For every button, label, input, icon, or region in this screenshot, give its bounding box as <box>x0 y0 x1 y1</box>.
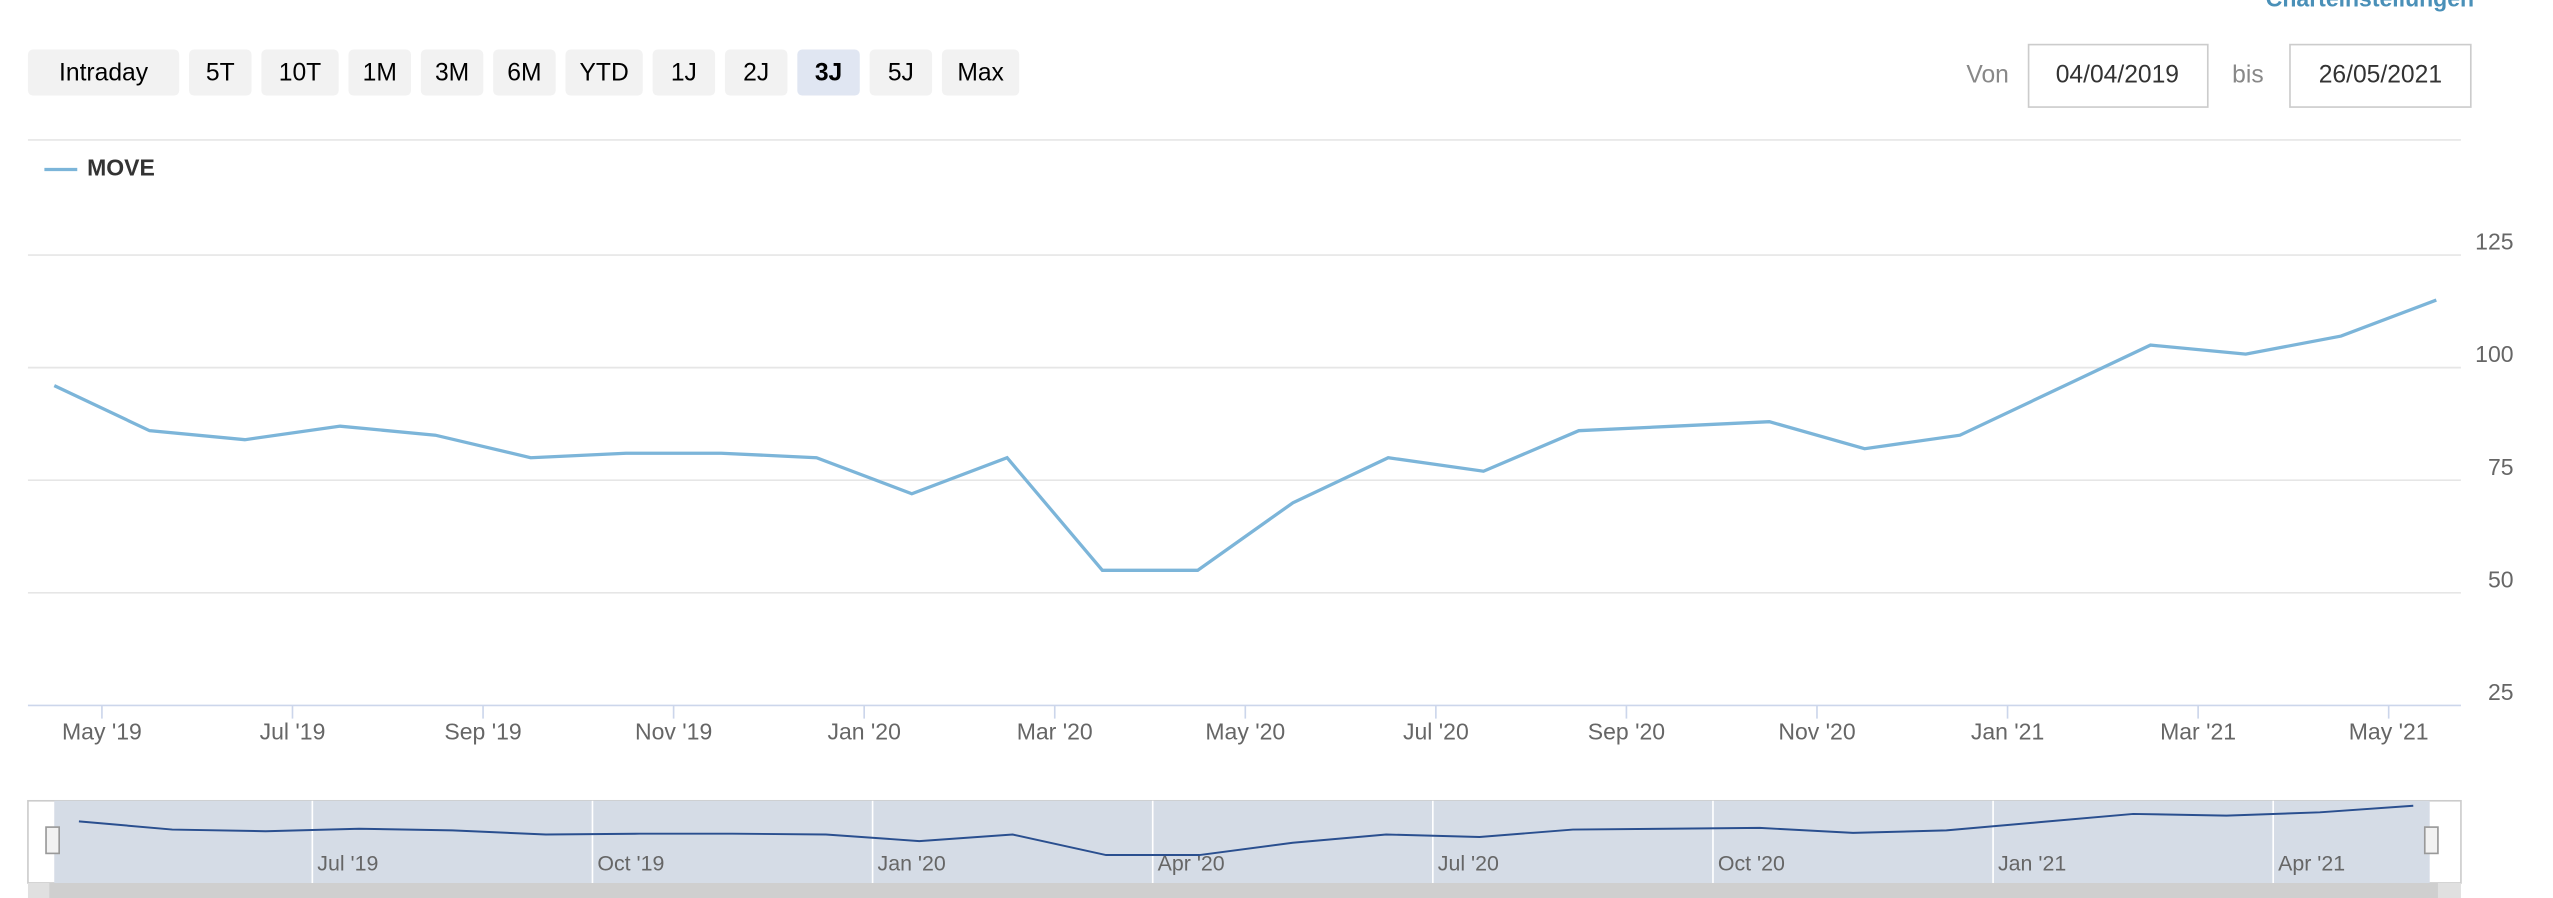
range-button-label[interactable]: Intraday <box>59 60 149 87</box>
legend-label[interactable]: MOVE <box>87 155 155 181</box>
range-button-label[interactable]: 6M <box>507 60 541 87</box>
navigator-line <box>78 804 2414 857</box>
from-date[interactable]: 04/04/2019 <box>2056 61 2179 88</box>
settings-link[interactable]: Charteinstellungen <box>2266 0 2474 11</box>
range-button[interactable] <box>420 49 484 96</box>
navigator-tick-label: Jan '20 <box>878 852 946 876</box>
x-tick-label: Sep '20 <box>1588 718 1665 744</box>
x-tick-label: May '21 <box>2349 718 2429 744</box>
range-button[interactable] <box>797 49 860 96</box>
navigator-tick-label: Apr '21 <box>2278 852 2345 876</box>
range-button[interactable] <box>565 49 643 96</box>
range-button[interactable] <box>189 49 252 96</box>
range-button-label[interactable]: 3J <box>815 60 842 87</box>
x-tick-label: May '20 <box>1205 718 1285 744</box>
range-button-label[interactable]: 5J <box>888 60 914 87</box>
x-tick-label: Jul '20 <box>1403 718 1469 744</box>
range-button[interactable] <box>869 49 933 96</box>
range-button-label[interactable]: Max <box>957 60 1004 87</box>
navigator-tick-label: Oct '19 <box>597 852 664 876</box>
navigator-tick-label: Oct '20 <box>1718 852 1785 876</box>
scrollbar-thumb[interactable] <box>49 882 2438 898</box>
to-label: bis <box>2232 61 2264 88</box>
from-label: Von <box>1966 61 2008 88</box>
to-input[interactable] <box>2289 43 2472 108</box>
navigator-tick-label: Jan '21 <box>1998 852 2066 876</box>
range-button[interactable] <box>348 49 411 96</box>
x-tick-label: May '19 <box>62 718 142 744</box>
range-button-label[interactable]: 1M <box>363 60 397 87</box>
from-input[interactable] <box>2027 43 2209 108</box>
navigator-handle[interactable] <box>2423 826 2439 855</box>
range-button[interactable] <box>27 49 180 96</box>
range-button[interactable] <box>941 49 1020 96</box>
navigator-tick-label: Jul '20 <box>1438 852 1499 876</box>
to-date[interactable]: 26/05/2021 <box>2319 61 2442 88</box>
x-tick-label: Jan '20 <box>827 718 900 744</box>
navigator-handle[interactable] <box>45 826 61 855</box>
series-line <box>53 298 2437 572</box>
range-button-label[interactable]: 1J <box>671 60 697 87</box>
x-tick-label: Nov '20 <box>1778 718 1855 744</box>
range-button[interactable] <box>493 49 556 96</box>
y-tick-label: 125 <box>2475 229 2513 255</box>
range-button-label[interactable]: 2J <box>743 60 769 87</box>
range-button-label[interactable]: 10T <box>279 60 321 87</box>
x-tick-label: Mar '21 <box>2160 718 2236 744</box>
range-button[interactable] <box>261 49 339 96</box>
x-tick-label: Mar '20 <box>1017 718 1093 744</box>
range-button[interactable] <box>724 49 788 96</box>
range-button-label[interactable]: YTD <box>579 60 628 87</box>
x-tick-label: Nov '19 <box>635 718 712 744</box>
y-tick-label: 75 <box>2488 454 2514 480</box>
range-button-label[interactable]: 5T <box>206 60 235 87</box>
y-tick-label: 25 <box>2488 679 2514 705</box>
x-tick-label: Jan '21 <box>1971 718 2044 744</box>
range-button-label[interactable]: 3M <box>435 60 469 87</box>
y-tick-label: 100 <box>2475 341 2513 367</box>
navigator-tick-label: Jul '19 <box>317 852 378 876</box>
x-tick-label: Sep '19 <box>444 718 521 744</box>
range-button[interactable] <box>652 49 716 96</box>
y-tick-label: 50 <box>2488 566 2514 592</box>
x-tick-label: Jul '19 <box>260 718 326 744</box>
navigator-selection[interactable] <box>54 800 2430 883</box>
